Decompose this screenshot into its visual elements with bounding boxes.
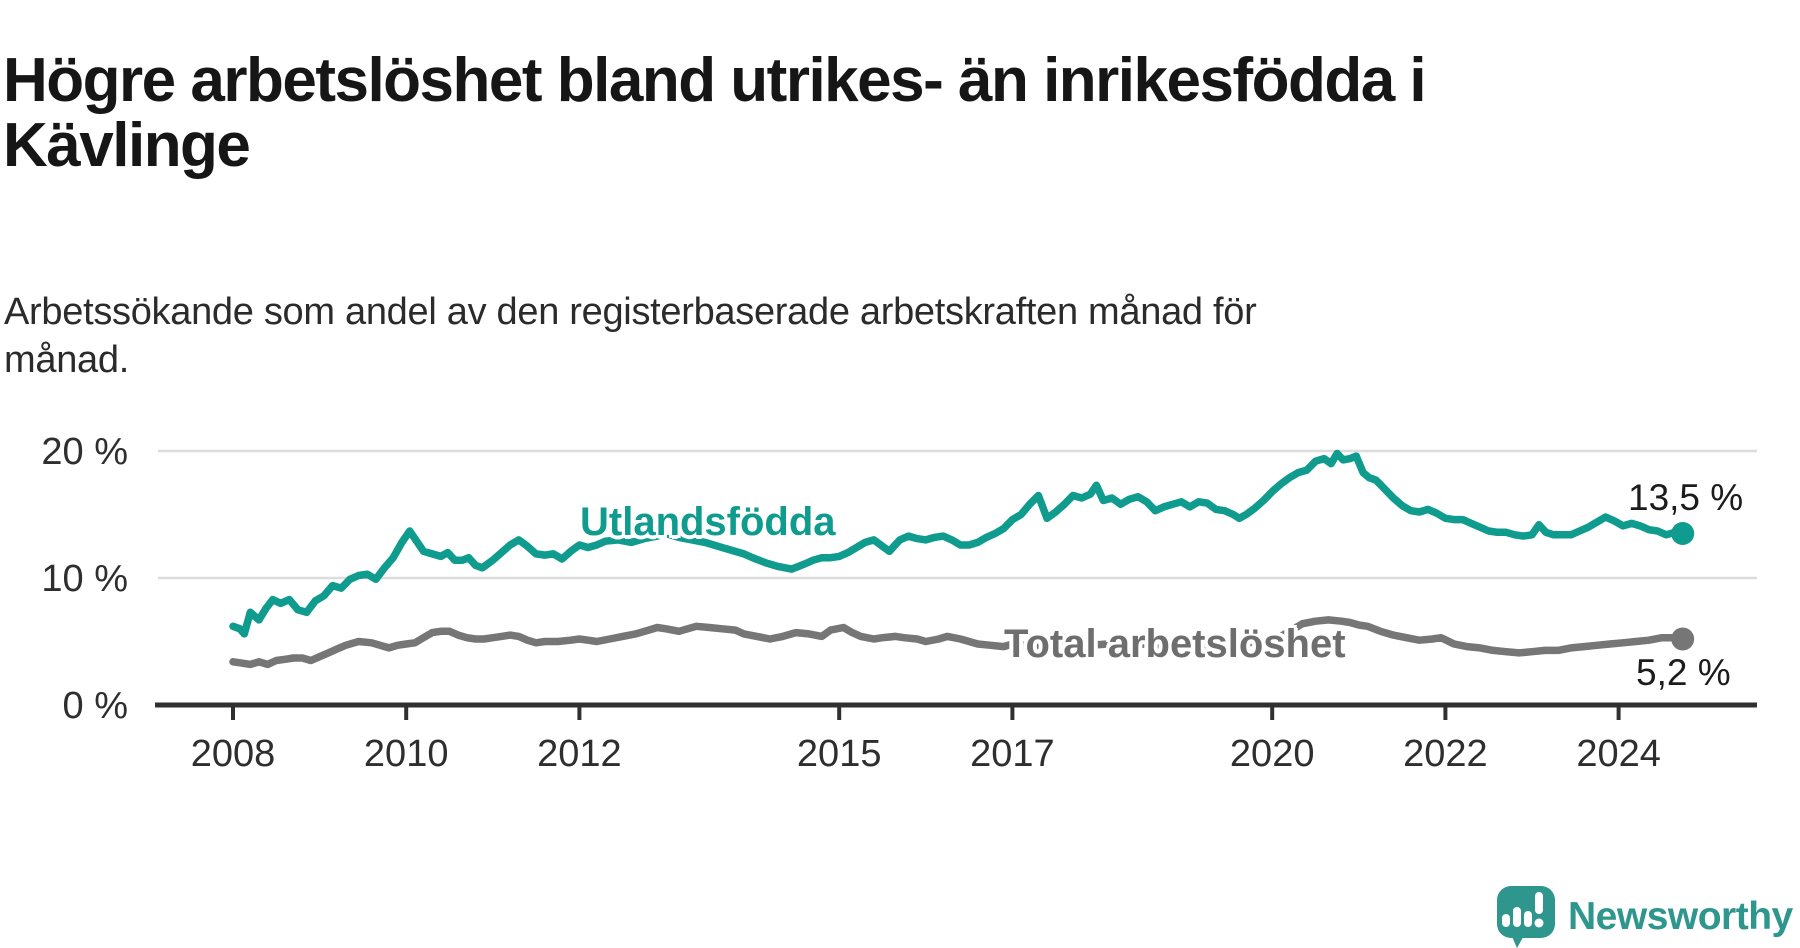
series-utlandsfodda <box>229 449 1695 638</box>
series-end-dot <box>1671 522 1695 546</box>
series-line <box>229 616 1687 669</box>
series-label-total-arbetsloshet: Total arbetslöshet <box>1004 622 1346 666</box>
newsworthy-logo-text: Newsworthy <box>1568 895 1793 938</box>
y-tick-label: 0 % <box>63 685 128 727</box>
x-tick-label: 2024 <box>1576 733 1661 775</box>
x-tick-label: 2020 <box>1230 733 1315 775</box>
x-tick-label: 2012 <box>537 733 622 775</box>
newsworthy-logo: Newsworthy <box>1491 886 1793 948</box>
series-total-arbetsloshet <box>229 616 1695 669</box>
series-end-dot <box>1671 627 1695 651</box>
y-tick-label: 10 % <box>41 558 128 600</box>
y-tick-labels: 0 % 10 % 20 % <box>41 431 128 727</box>
end-value-label-total-arbetsloshet: 5,2 % <box>1636 652 1731 693</box>
page-title: Högre arbetslöshet bland utrikes- än inr… <box>3 45 1427 181</box>
x-axis: 2008 2010 2012 2015 2017 2020 2022 2024 <box>155 702 1757 775</box>
x-tick-label: 2022 <box>1403 733 1488 775</box>
series-label-utlandsfodda: Utlandsfödda <box>580 500 836 544</box>
end-value-label-utlandsfodda: 13,5 % <box>1628 477 1744 518</box>
x-tick-label: 2015 <box>797 733 882 775</box>
x-tick-label: 2008 <box>191 733 276 775</box>
x-tick-label: 2017 <box>970 733 1055 775</box>
gridlines <box>158 449 1757 580</box>
x-tick-label: 2010 <box>364 733 449 775</box>
series-line <box>229 449 1687 638</box>
newsworthy-logo-icon <box>1497 886 1555 948</box>
y-tick-label: 20 % <box>41 431 128 473</box>
page-subtitle: Arbetssökande som andel av den registerb… <box>4 291 1257 382</box>
